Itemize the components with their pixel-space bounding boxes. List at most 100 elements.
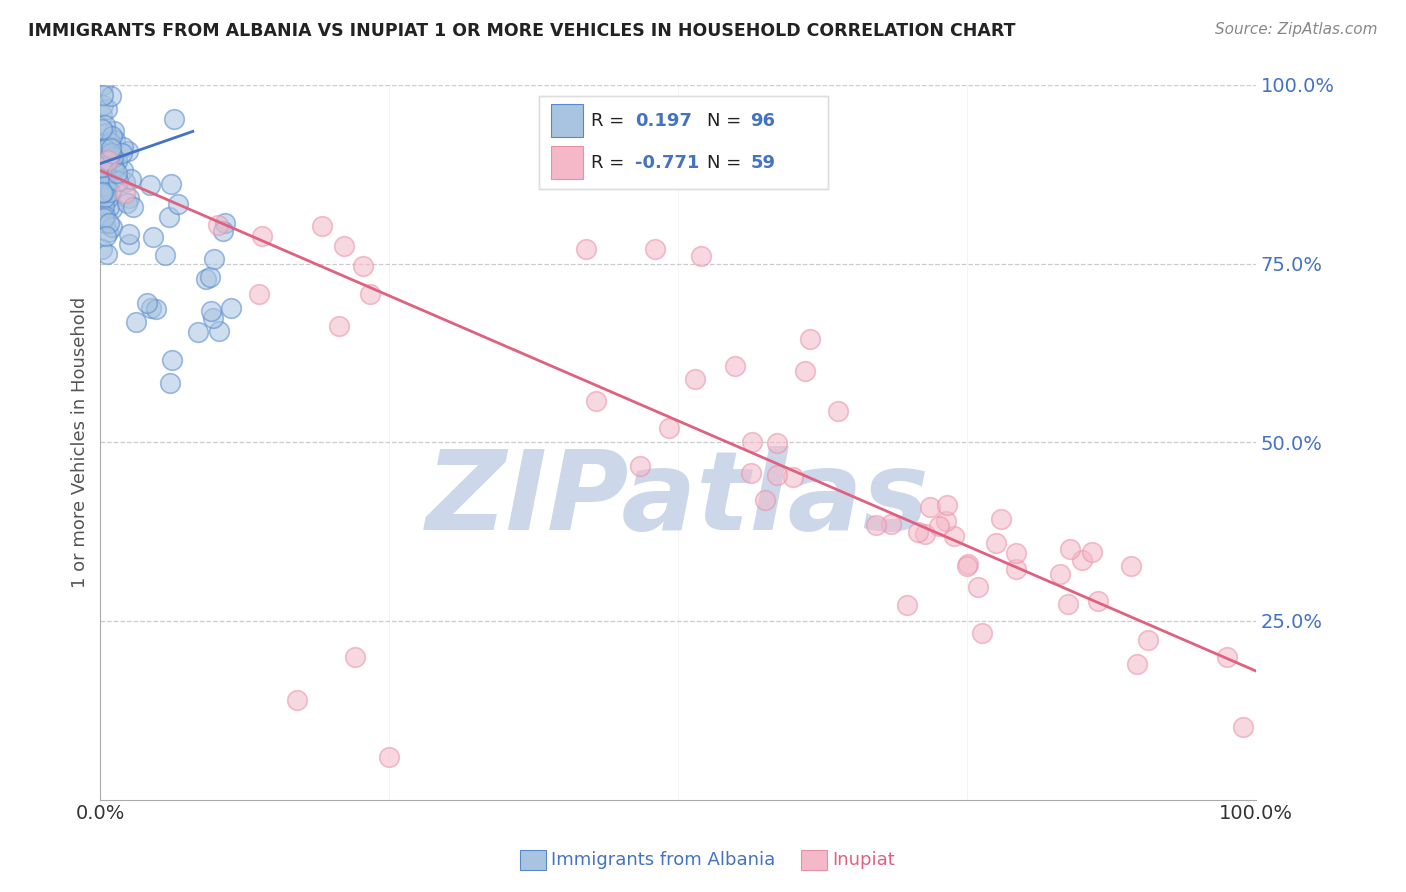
- Point: [97, 153, 120, 168]
- Point: [782, 470, 804, 484]
- Point: [107, 174, 129, 188]
- Point: [343, 649, 366, 664]
- Point: [1216, 650, 1239, 665]
- Point: [96, 150, 118, 164]
- Point: [94, 163, 117, 178]
- Point: [94, 179, 117, 194]
- Point: [690, 250, 713, 264]
- Point: [94, 189, 117, 203]
- Point: [208, 324, 231, 338]
- Point: [1059, 542, 1081, 557]
- Point: [101, 128, 124, 143]
- Text: Inupiat: Inupiat: [832, 851, 896, 869]
- Point: [658, 421, 681, 435]
- Point: [100, 146, 122, 161]
- Point: [94, 145, 117, 160]
- Point: [765, 468, 787, 483]
- Point: [628, 459, 651, 474]
- Point: [111, 145, 134, 160]
- Point: [683, 372, 706, 386]
- Point: [1049, 567, 1071, 582]
- Point: [644, 243, 666, 257]
- Point: [359, 286, 381, 301]
- Point: [928, 519, 950, 533]
- Point: [96, 134, 118, 148]
- Point: [90, 242, 112, 256]
- Point: [1121, 558, 1143, 573]
- Point: [96, 228, 118, 243]
- Point: [990, 512, 1012, 526]
- Point: [90, 184, 112, 198]
- Point: [914, 527, 936, 541]
- Point: [1136, 632, 1159, 647]
- Point: [97, 200, 120, 214]
- Point: [378, 749, 401, 764]
- Point: [117, 145, 139, 159]
- Point: [865, 518, 887, 533]
- Point: [1232, 720, 1254, 734]
- Point: [200, 304, 222, 318]
- Point: [136, 296, 159, 310]
- Point: [827, 404, 849, 418]
- Point: [328, 318, 350, 333]
- Point: [93, 199, 115, 213]
- Point: [117, 237, 139, 252]
- Point: [90, 186, 112, 201]
- Point: [187, 325, 209, 339]
- Point: [202, 252, 225, 266]
- Point: [311, 219, 333, 234]
- Point: [101, 202, 124, 216]
- Point: [153, 248, 176, 262]
- Point: [1004, 546, 1026, 560]
- Point: [96, 153, 118, 168]
- Point: [96, 176, 118, 190]
- Point: [114, 175, 136, 189]
- Point: [98, 185, 121, 199]
- Point: [115, 195, 138, 210]
- Point: [124, 315, 146, 329]
- Point: [96, 188, 118, 202]
- Point: [100, 219, 122, 234]
- Point: [139, 178, 162, 192]
- Point: [162, 352, 184, 367]
- Point: [247, 286, 270, 301]
- Point: [122, 200, 145, 214]
- Point: [793, 364, 815, 378]
- Point: [103, 161, 125, 175]
- Point: [105, 165, 128, 179]
- Point: [741, 434, 763, 449]
- Point: [100, 141, 122, 155]
- Point: [167, 197, 190, 211]
- Point: [90, 167, 112, 181]
- Point: [93, 192, 115, 206]
- Point: [984, 536, 1007, 550]
- Point: [90, 188, 112, 202]
- Point: [118, 227, 141, 241]
- Point: [880, 517, 903, 532]
- Point: [101, 150, 124, 164]
- Point: [1126, 657, 1149, 671]
- Point: [91, 122, 114, 136]
- Point: [91, 78, 114, 92]
- Text: Immigrants from Albania: Immigrants from Albania: [551, 851, 775, 869]
- Point: [141, 301, 163, 315]
- Point: [96, 183, 118, 197]
- Point: [93, 118, 115, 132]
- Point: [97, 225, 120, 239]
- Point: [105, 153, 128, 168]
- Point: [91, 176, 114, 190]
- Text: IMMIGRANTS FROM ALBANIA VS INUPIAT 1 OR MORE VEHICLES IN HOUSEHOLD CORRELATION C: IMMIGRANTS FROM ALBANIA VS INUPIAT 1 OR …: [28, 22, 1015, 40]
- Point: [740, 467, 762, 481]
- Point: [207, 218, 229, 232]
- Point: [97, 216, 120, 230]
- Point: [96, 246, 118, 260]
- Point: [352, 259, 374, 273]
- Point: [918, 500, 941, 515]
- Point: [1057, 597, 1080, 611]
- Point: [93, 158, 115, 172]
- Point: [90, 160, 112, 174]
- Point: [91, 146, 114, 161]
- Point: [195, 272, 218, 286]
- Point: [219, 301, 242, 315]
- Point: [101, 155, 124, 169]
